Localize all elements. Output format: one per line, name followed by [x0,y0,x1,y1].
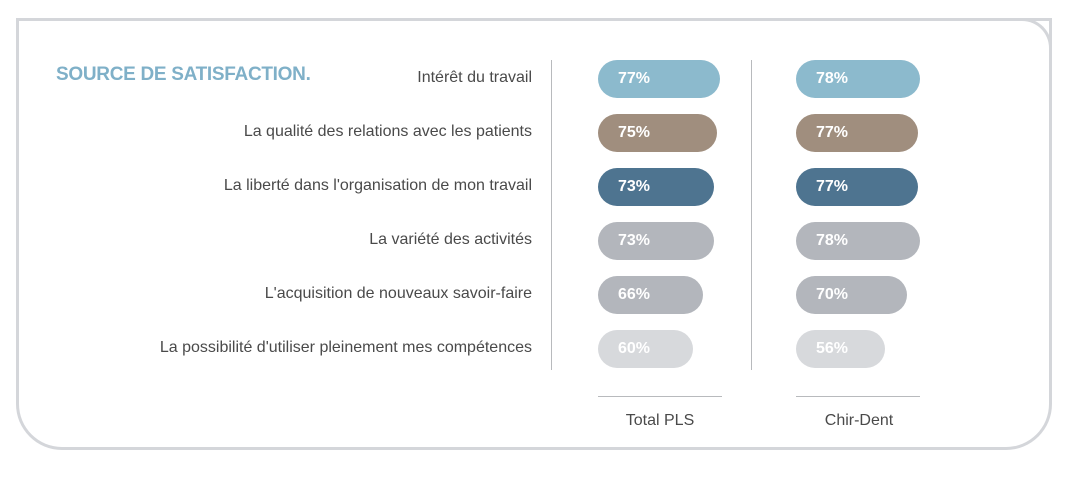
divider-left [551,60,552,370]
bar-total-pls: 75% [598,114,717,152]
series-underline-total-pls [598,396,722,397]
category-label: La liberté dans l'organisation de mon tr… [223,177,532,194]
category-label: La possibilité d'utiliser pleinement mes… [159,339,532,356]
bar-total-pls: 73% [598,222,714,260]
category-label: La qualité des relations avec les patien… [243,123,532,140]
series-label-total-pls: Total PLS [625,412,695,429]
bar-chir-dent: 78% [796,60,920,98]
series-underline-chir-dent [796,396,920,397]
bar-total-pls: 60% [598,330,693,368]
category-label: L'acquisition de nouveaux savoir-faire [264,285,532,302]
series-label-chir-dent: Chir-Dent [824,412,894,429]
bar-total-pls: 66% [598,276,703,314]
category-label: Intérêt du travail [417,69,532,86]
category-label: La variété des activités [369,231,532,248]
chart-title: SOURCE DE SATISFACTION. [56,64,311,85]
bar-chir-dent: 70% [796,276,907,314]
bar-chir-dent: 78% [796,222,920,260]
bar-chir-dent: 77% [796,168,918,206]
divider-right [751,60,752,370]
bar-chir-dent: 77% [796,114,918,152]
bar-total-pls: 73% [598,168,714,206]
bar-chir-dent: 56% [796,330,885,368]
bar-total-pls: 77% [598,60,720,98]
card-top-border [16,18,1052,21]
